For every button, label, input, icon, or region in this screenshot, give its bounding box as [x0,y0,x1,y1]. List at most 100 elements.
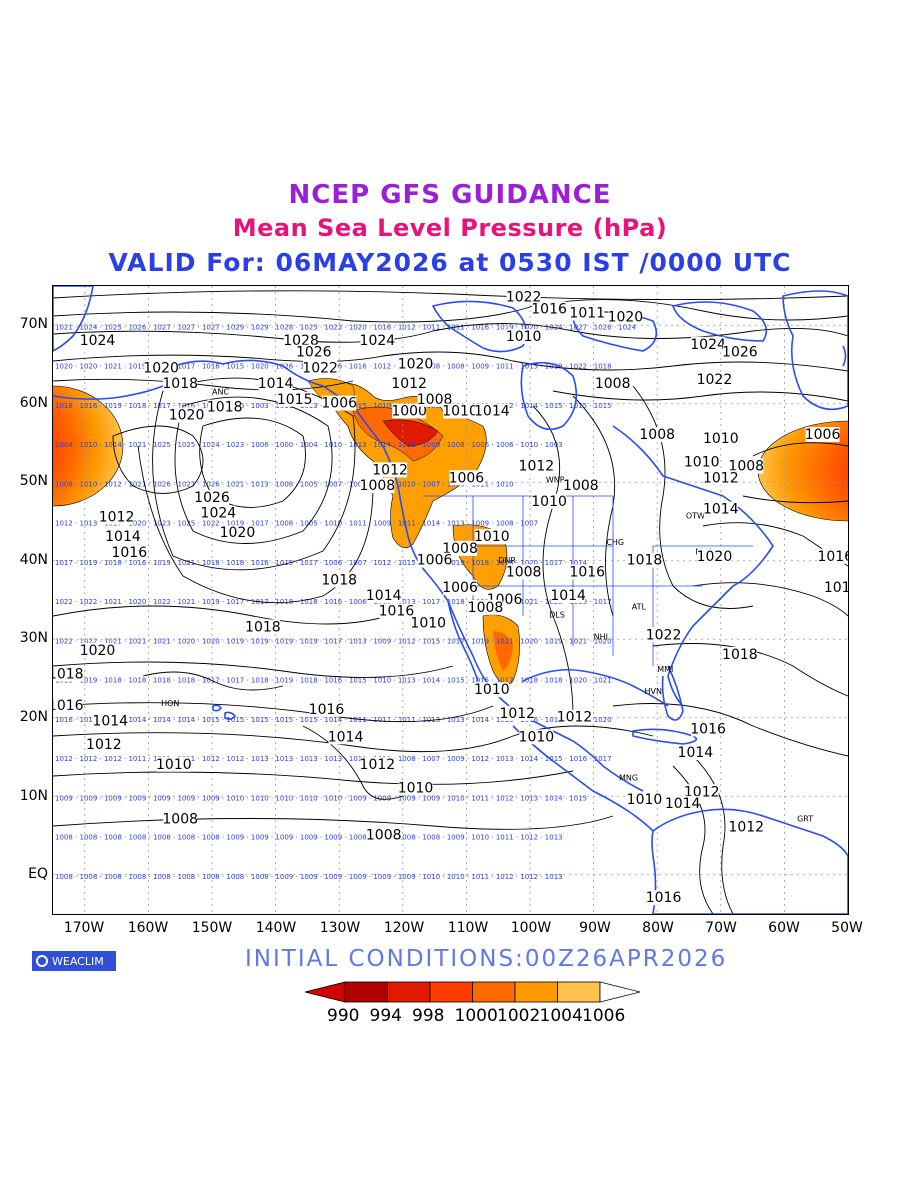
coastline [520,361,578,431]
contour-label: 1012 [703,470,739,486]
contour-label: 1008 [360,478,396,494]
contour-label-bg [805,427,840,443]
lon-label-110w: 110W [447,920,489,936]
contour-label-bg [646,890,681,906]
isobar-line [53,661,454,678]
isobar-line [53,725,654,753]
isobar-line [692,755,734,914]
contour-label-bg [99,509,134,525]
coastline [432,300,528,353]
contour-label-bg [86,737,121,753]
contour-label: 1012 [372,462,408,478]
coastline [53,385,164,400]
contour-label-bg [398,780,433,796]
coastline [522,668,669,707]
contour-label: 1026 [722,345,758,361]
contour-label: 1018 [207,400,243,416]
station-label: NHI [594,632,608,641]
contour-label: 1022 [697,372,733,388]
station-label: CHG [606,538,624,547]
contour-label-bg [360,756,395,772]
colorbar-level-label: 998 [412,1006,445,1026]
contour-label: 1024 [360,333,396,349]
contour-label: 1016 [531,301,567,317]
station-label: GRT [797,814,813,823]
coastline [447,600,479,682]
colorbar-level-label: 1002 [497,1006,541,1026]
contour-label-bg [144,360,179,376]
station-label: WNP [546,475,565,484]
contour-label: 1010 [474,529,510,545]
isobar-line [752,442,848,457]
isobar-line [532,405,574,717]
contour-label-bg [506,289,541,305]
contour-label: 1018 [627,553,663,569]
contour-label-bg [284,332,319,348]
contour-label-bg [684,454,719,470]
contour-label-bg [729,819,764,835]
contour-label: 1011 [569,305,605,321]
contour-label-bg [646,627,681,643]
isobar-line [142,671,284,691]
isobar-line [53,290,848,301]
contour-label-bg [53,697,83,713]
colorbar-segment [429,981,473,1003]
contour-label: 1008 [563,478,599,494]
lat-label-20n: 20N [19,709,48,725]
contour-label: 1010 [506,329,542,345]
colorbar-segment [514,981,558,1003]
contour-label-bg [220,525,255,541]
lon-label-160w: 160W [127,920,169,936]
lat-label-60n: 60N [19,395,48,411]
contour-label: 1014 [92,714,128,730]
contour-label: 1014 [703,502,739,518]
contour-label-bg [163,376,198,392]
contour-label: 1014 [678,745,714,761]
isobar-line [632,385,754,609]
contour-label-bg [443,403,478,419]
coastline [212,704,222,712]
lon-label-80w: 80W [642,920,674,936]
contour-label-bg [474,403,509,419]
lon-label-50w: 50W [831,920,863,936]
contour-label-bg [112,544,147,560]
contour-label: 1020 [80,643,116,659]
contour-label: 1012 [499,706,535,722]
contour-label: 1010 [410,615,446,631]
station-label: DNR [498,556,516,565]
pressure-map: 1021 · 1024 · 1025 · 1026 · 1027 · 1027 … [52,285,849,915]
contour-label: 1018 [245,619,281,635]
isobar-line [112,425,204,494]
coastline [661,665,684,721]
isobar-line [53,351,848,372]
contour-label: 1020 [169,407,205,423]
contour-label-bg [195,489,229,505]
contour-label-bg [322,572,357,588]
gridpoint-row: 1008 · 1010 · 1012 · 1021 · 1026 · 1027 … [55,480,514,488]
contour-label-bg [245,619,280,635]
contour-label-bg [398,356,433,372]
contour-label-bg [474,682,509,698]
contour-label: 1012 [519,458,555,474]
contour-label-bg [392,403,427,419]
lon-label-100w: 100W [510,920,552,936]
contour-label: 1008 [506,564,542,580]
contour-label: 1018 [53,667,84,683]
coastline [651,808,848,914]
contour-label: 1016 [817,549,848,565]
lon-label-170w: 170W [63,920,105,936]
contour-label: 1020 [697,549,733,565]
contour-label: 1022 [302,360,338,376]
lon-label-90w: 90W [579,920,611,936]
gridpoint-row: 1019 · 1019 · 1018 · 1018 · 1018 · 1018 … [55,677,612,685]
contour-label: 1014 [328,729,364,745]
contour-label-bg [80,332,115,348]
logo-circle-icon [36,955,48,967]
coastline [512,725,654,832]
contour-label: 1014 [258,376,294,392]
contour-label-bg [506,564,541,580]
contour-label-bg [105,529,140,545]
contour-label: 1018 [321,572,357,588]
contour-label-bg [328,729,363,745]
